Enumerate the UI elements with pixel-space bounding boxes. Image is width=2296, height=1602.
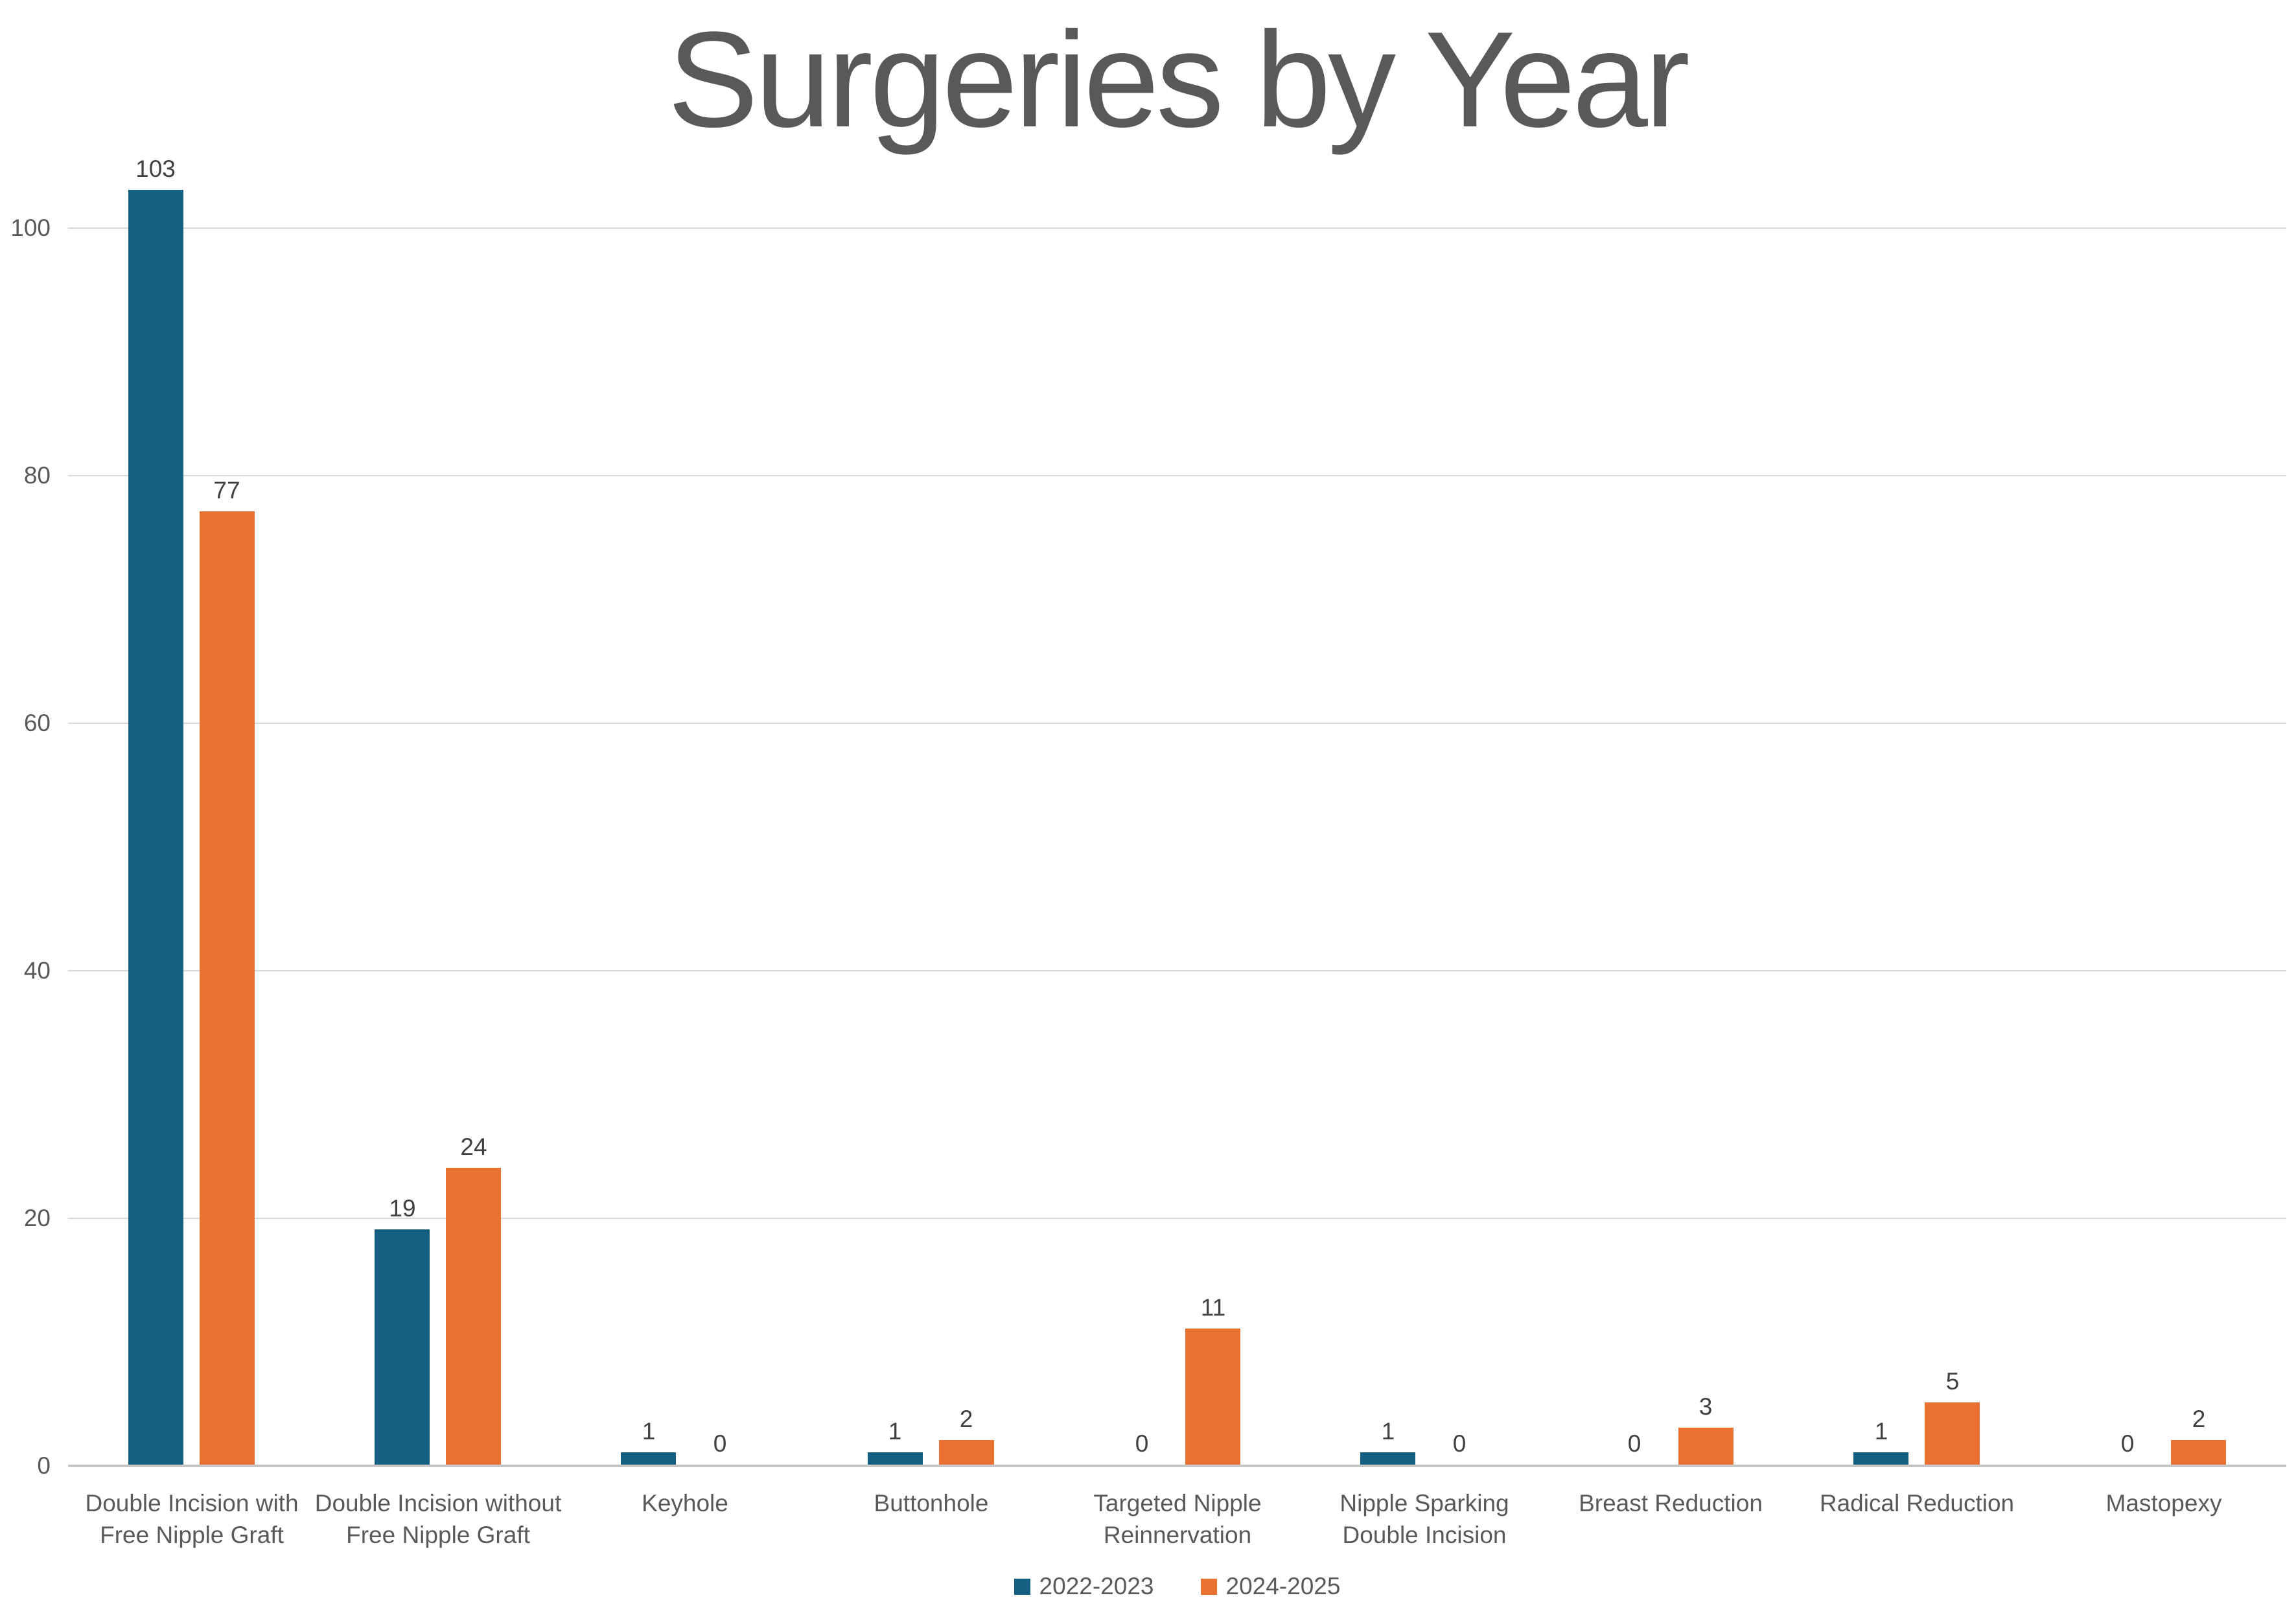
data-label-2024-2025-cat4: 2	[959, 1406, 973, 1432]
x-category-label: Breast Reduction	[1579, 1490, 1763, 1516]
data-label-2022-2023-cat7: 0	[1627, 1430, 1641, 1457]
legend-label: 2022-2023	[1039, 1573, 1154, 1599]
data-label-2024-2025-cat5: 11	[1200, 1294, 1226, 1321]
bar-2024-2025-cat4	[939, 1440, 994, 1465]
data-label-2022-2023-cat2: 19	[389, 1195, 416, 1222]
bar-2024-2025-cat7	[1678, 1428, 1734, 1465]
legend-item: 2024-2025	[1200, 1572, 1341, 1601]
bar-2024-2025-cat1	[200, 511, 255, 1465]
legend-swatch-icon	[1200, 1578, 1217, 1595]
legend-item: 2022-2023	[1014, 1572, 1154, 1601]
gridline	[68, 227, 2286, 229]
x-category-label: Nipple Sparking Double Incision	[1339, 1490, 1509, 1548]
x-category-label: Targeted Nipple Reinnervation	[1093, 1490, 1262, 1548]
chart-title: Surgeries by Year	[667, 3, 1690, 156]
bar-2022-2023-cat8	[1853, 1452, 1908, 1465]
x-category-label: Mastopexy	[2105, 1490, 2222, 1516]
data-label-2022-2023-cat3: 1	[642, 1418, 656, 1445]
data-label-2022-2023-cat9: 0	[2120, 1430, 2135, 1457]
bar-2022-2023-cat2	[375, 1229, 430, 1465]
x-category-label: Buttonhole	[874, 1490, 989, 1516]
data-label-2022-2023-cat1: 103	[135, 156, 176, 182]
data-label-2024-2025-cat6: 0	[1452, 1430, 1467, 1457]
x-category-label: Double Incision with Free Nipple Graft	[85, 1490, 299, 1548]
bar-2024-2025-cat8	[1925, 1402, 1980, 1465]
data-label-2022-2023-cat6: 1	[1381, 1418, 1395, 1445]
gridline	[68, 970, 2286, 971]
y-tick-label: 100	[10, 215, 51, 241]
data-label-2022-2023-cat5: 0	[1135, 1430, 1149, 1457]
data-label-2024-2025-cat3: 0	[713, 1430, 727, 1457]
data-label-2024-2025-cat1: 77	[213, 477, 240, 504]
y-tick-label: 40	[23, 957, 51, 984]
data-label-2022-2023-cat4: 1	[888, 1418, 902, 1445]
data-label-2024-2025-cat9: 2	[2192, 1406, 2206, 1432]
y-tick-label: 20	[23, 1205, 51, 1231]
gridline	[68, 723, 2286, 724]
x-category-label: Keyhole	[642, 1490, 728, 1516]
x-category-label: Radical Reduction	[1819, 1490, 2015, 1516]
gridline	[68, 475, 2286, 476]
legend-swatch-icon	[1014, 1578, 1030, 1595]
bar-2022-2023-cat4	[868, 1452, 923, 1465]
bar-2022-2023-cat1	[128, 190, 183, 1465]
y-tick-label: 60	[23, 710, 51, 736]
x-category-label: Double Incision without Free Nipple Graf…	[314, 1490, 562, 1548]
bar-2022-2023-cat6	[1360, 1452, 1415, 1465]
legend-label: 2024-2025	[1225, 1573, 1341, 1599]
legend: 2022-2023 2024-2025	[68, 1571, 2286, 1602]
gridline	[68, 1218, 2286, 1219]
data-label-2024-2025-cat7: 3	[1699, 1393, 1713, 1420]
bar-2024-2025-cat9	[2171, 1440, 2226, 1465]
data-label-2024-2025-cat8: 5	[1945, 1368, 1960, 1395]
data-label-2022-2023-cat8: 1	[1874, 1418, 1888, 1445]
y-tick-label: 0	[37, 1452, 51, 1479]
bar-2022-2023-cat3	[621, 1452, 676, 1465]
data-label-2024-2025-cat2: 24	[460, 1133, 487, 1160]
x-axis-line	[68, 1465, 2286, 1467]
bar-2024-2025-cat2	[446, 1168, 501, 1465]
y-tick-label: 80	[23, 462, 51, 489]
bar-2024-2025-cat5	[1185, 1329, 1240, 1465]
